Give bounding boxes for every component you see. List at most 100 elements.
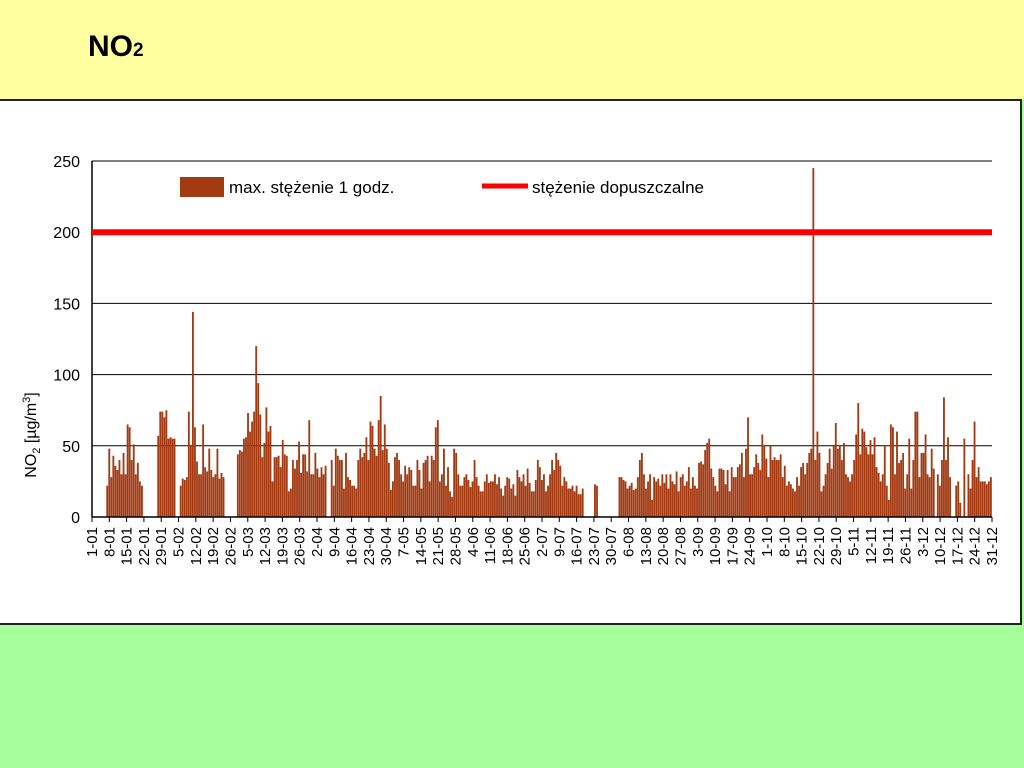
bar bbox=[547, 485, 549, 517]
bar bbox=[861, 428, 864, 517]
bar bbox=[492, 481, 494, 517]
bar bbox=[424, 460, 427, 517]
bar bbox=[920, 452, 923, 517]
bar bbox=[685, 481, 688, 517]
bar bbox=[667, 488, 670, 517]
x-tick-label: 30-04 bbox=[378, 527, 395, 565]
x-tick-label: 24-09 bbox=[742, 527, 759, 565]
legend-line-label: stężenie dopuszczalne bbox=[532, 178, 704, 197]
bar bbox=[447, 467, 449, 517]
x-tick-label: 29-10 bbox=[828, 527, 845, 565]
bar bbox=[577, 494, 580, 517]
bar bbox=[859, 454, 862, 517]
bar bbox=[387, 462, 390, 517]
bar bbox=[559, 465, 562, 517]
bar bbox=[212, 477, 215, 517]
bar bbox=[936, 474, 939, 517]
x-tick-label: 23-07 bbox=[586, 527, 603, 565]
bar bbox=[400, 474, 402, 517]
bar bbox=[530, 491, 533, 517]
bar bbox=[747, 417, 749, 517]
bar bbox=[855, 434, 858, 517]
bar bbox=[640, 452, 643, 517]
legend: max. stężenie 1 godz. stężenie dopuszcza… bbox=[180, 177, 704, 197]
bar bbox=[461, 485, 464, 517]
bar bbox=[169, 437, 172, 517]
x-tick-label: 15-10 bbox=[794, 527, 811, 565]
x-tick-label: 4-06 bbox=[465, 527, 482, 557]
bar bbox=[708, 438, 711, 517]
bar bbox=[853, 460, 856, 517]
bar bbox=[355, 488, 358, 517]
bar bbox=[310, 474, 313, 517]
bar bbox=[718, 468, 721, 517]
chart-panel: 0 50 100 150 200 250 1-01 8-01 15-01 22-01 29-01 5… bbox=[0, 99, 1022, 625]
bar bbox=[210, 470, 213, 517]
bar bbox=[351, 485, 354, 517]
bar bbox=[120, 474, 123, 517]
bar bbox=[292, 460, 294, 517]
bar bbox=[932, 468, 935, 517]
bar bbox=[265, 407, 268, 517]
bar bbox=[302, 454, 305, 517]
bar bbox=[316, 468, 319, 517]
bar bbox=[404, 465, 407, 517]
bar bbox=[702, 464, 705, 517]
bar bbox=[677, 491, 680, 517]
bar bbox=[122, 452, 125, 517]
bar bbox=[771, 460, 774, 517]
bar bbox=[498, 477, 500, 517]
bar bbox=[851, 474, 854, 517]
bar bbox=[765, 458, 768, 517]
legend-bar-label: max. stężenie 1 godz. bbox=[229, 178, 394, 197]
bar bbox=[392, 481, 394, 517]
bar bbox=[538, 467, 541, 517]
y-tick-label: 0 bbox=[71, 510, 80, 527]
bar bbox=[787, 481, 790, 517]
bar bbox=[451, 497, 454, 517]
bar bbox=[473, 460, 476, 517]
bar bbox=[253, 411, 256, 517]
bar bbox=[632, 489, 635, 517]
title-band bbox=[0, 0, 1024, 100]
bar bbox=[479, 491, 482, 517]
x-tick-label: 23-04 bbox=[361, 527, 378, 565]
bar bbox=[314, 452, 317, 517]
bar bbox=[300, 472, 302, 517]
bar bbox=[408, 467, 411, 517]
bar bbox=[445, 485, 447, 517]
bar bbox=[455, 452, 458, 517]
bar bbox=[283, 454, 286, 517]
bar bbox=[304, 454, 307, 517]
x-tick-label: 9-07 bbox=[551, 527, 568, 557]
bar bbox=[814, 460, 817, 517]
y-tick-labels: 0 50 100 150 200 250 bbox=[53, 154, 80, 527]
bar bbox=[249, 431, 251, 517]
bar bbox=[308, 420, 311, 517]
bar bbox=[928, 477, 931, 517]
x-tick-label: 10-12 bbox=[932, 527, 949, 565]
bar bbox=[187, 411, 190, 517]
bar bbox=[394, 457, 396, 517]
bar bbox=[743, 477, 745, 517]
bar bbox=[285, 455, 288, 517]
bar bbox=[879, 481, 882, 517]
bar bbox=[645, 488, 647, 517]
bar bbox=[130, 460, 133, 517]
bar bbox=[124, 474, 127, 517]
bar bbox=[881, 474, 884, 517]
bar bbox=[753, 467, 756, 517]
bar bbox=[571, 485, 574, 517]
bar bbox=[847, 477, 849, 517]
x-tick-label: 11-06 bbox=[482, 527, 499, 564]
bar bbox=[620, 477, 623, 517]
x-tick-label: 30-07 bbox=[603, 527, 620, 565]
x-tick-label: 6-08 bbox=[621, 527, 638, 557]
x-tick-label: 10-09 bbox=[707, 527, 724, 565]
y-axis-label: NO2 [µg/m3] bbox=[21, 392, 43, 477]
bar bbox=[843, 442, 845, 517]
bar bbox=[267, 431, 270, 517]
bar bbox=[675, 471, 678, 517]
bar bbox=[722, 470, 725, 517]
